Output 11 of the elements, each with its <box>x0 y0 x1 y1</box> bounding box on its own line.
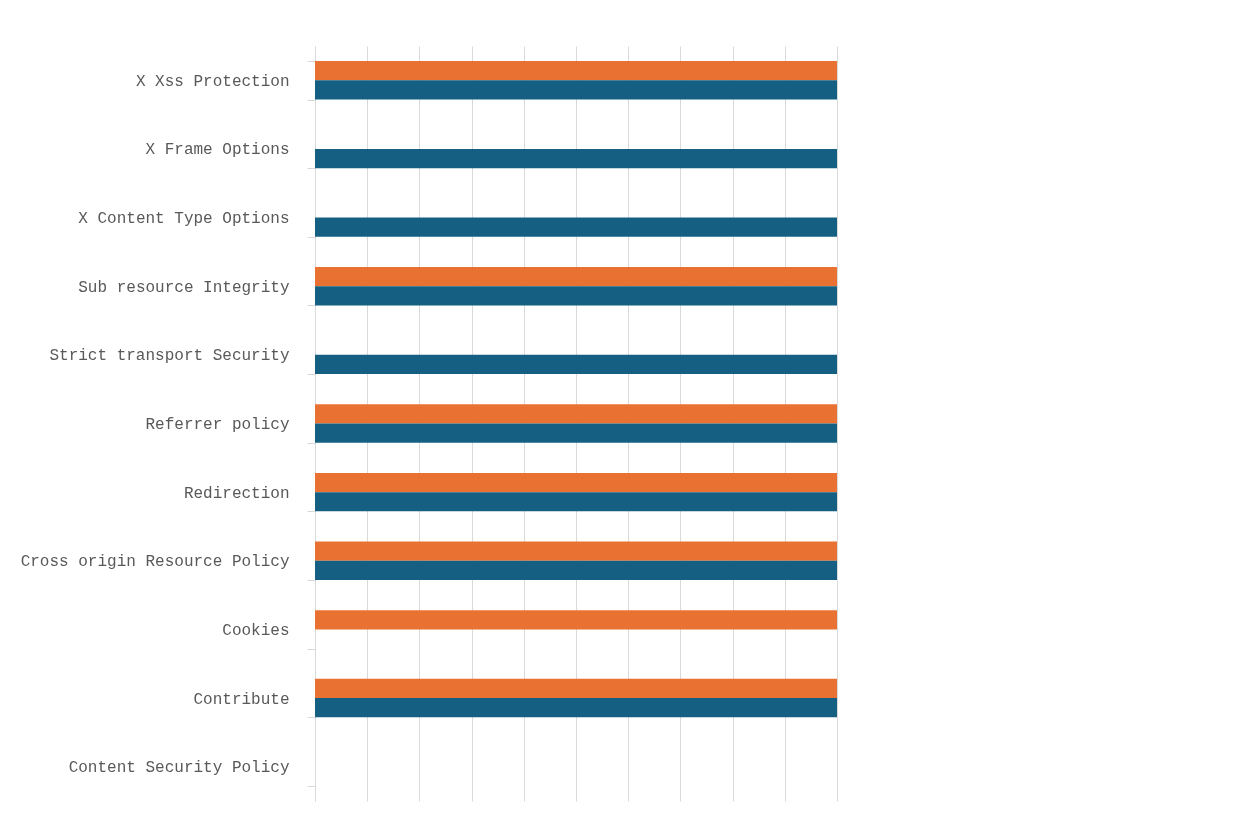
y-tick-label: X Frame Options <box>145 141 290 160</box>
y-tick-label: Cookies <box>222 621 290 640</box>
y-tick-label: Redirection <box>183 484 290 503</box>
y-tick-label: X Xss Protection <box>135 72 290 91</box>
y-tick-label: Strict transport Security <box>49 347 290 366</box>
y-tick-label: Contribute <box>193 690 290 709</box>
y-tick-label: Cross origin Resource Policy <box>20 553 290 572</box>
y-tick-label: Sub resource Integrity <box>78 278 290 297</box>
y-tick-label: Content Security Policy <box>68 759 290 778</box>
y-tick-label: Referrer policy <box>145 416 290 434</box>
y-tick-label: X Content Type Options <box>78 210 290 229</box>
